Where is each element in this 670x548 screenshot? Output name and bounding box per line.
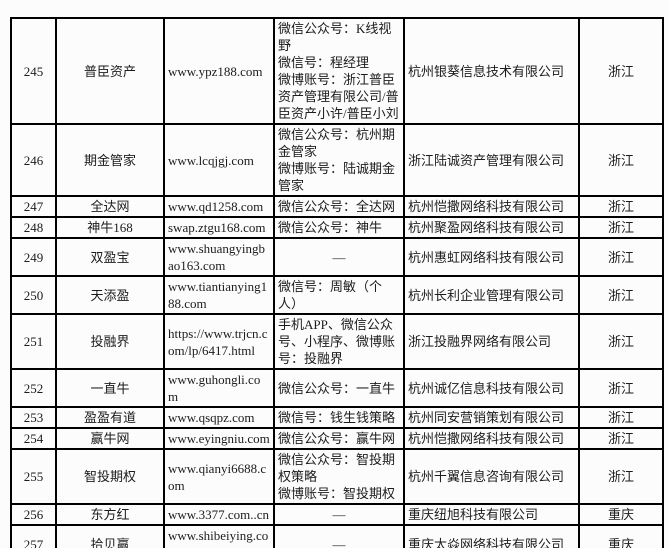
platform-name-cell: 东方红: [55, 503, 165, 526]
province-cell: 浙江: [578, 237, 664, 277]
company-cell: 杭州惠虹网络科技有限公司: [403, 237, 580, 277]
website-cell: www.tiantianying188.com: [163, 275, 275, 315]
province-cell: 重庆: [578, 524, 664, 548]
province-cell: 浙江: [578, 313, 664, 370]
row-number-cell: 249: [10, 237, 57, 277]
platform-name-cell: 盈盈有道: [55, 406, 165, 429]
platform-name-cell: 期金管家: [55, 123, 165, 197]
table-row: 254 赢牛网 www.eyingniu.com 微信公众号：赢牛网 杭州恺撒网…: [10, 427, 664, 450]
platform-name-cell: 天添盈: [55, 275, 165, 315]
table-row: 250 天添盈 www.tiantianying188.com 微信号：周敏（个…: [10, 275, 664, 315]
platform-name-cell: 拾贝赢: [55, 524, 165, 548]
table-row: 257 拾贝赢 www.shibeiying.com — 重庆太焱网络科技有限公…: [10, 524, 664, 548]
website-cell: swap.ztgu168.com: [163, 216, 275, 239]
province-cell: 浙江: [578, 406, 664, 429]
province-cell: 浙江: [578, 427, 664, 450]
company-cell: 杭州千翼信息咨询有限公司: [403, 448, 580, 505]
row-number-cell: 254: [10, 427, 57, 450]
table-row: 245 普臣资产 www.ypz188.com 微信公众号：K线视野 微信号：程…: [10, 17, 664, 125]
table-row: 246 期金管家 www.lcqjgj.com 微信公众号：杭州期金管家 微博账…: [10, 123, 664, 197]
table-row: 251 投融界 https://www.trjcn.com/lp/6417.ht…: [10, 313, 664, 370]
row-number-cell: 245: [10, 17, 57, 125]
wechat-account-cell: —: [273, 524, 405, 548]
company-cell: 重庆太焱网络科技有限公司: [403, 524, 580, 548]
province-cell: 重庆: [578, 503, 664, 526]
wechat-account-cell: 微信公众号：一直牛: [273, 368, 405, 408]
province-cell: 浙江: [578, 275, 664, 315]
platform-name-cell: 赢牛网: [55, 427, 165, 450]
website-cell: www.shuangyingbao163.com: [163, 237, 275, 277]
platform-list-table: 245 普臣资产 www.ypz188.com 微信公众号：K线视野 微信号：程…: [10, 17, 664, 548]
province-cell: 浙江: [578, 448, 664, 505]
company-cell: 浙江投融界网络有限公司: [403, 313, 580, 370]
row-number-cell: 247: [10, 195, 57, 218]
company-cell: 杭州恺撒网络科技有限公司: [403, 195, 580, 218]
website-cell: www.eyingniu.com: [163, 427, 275, 450]
website-cell: www.qianyi6688.com: [163, 448, 275, 505]
wechat-account-cell: 微信号：钱生钱策略: [273, 406, 405, 429]
platform-name-cell: 神牛168: [55, 216, 165, 239]
row-number-cell: 246: [10, 123, 57, 197]
company-cell: 杭州聚盈网络科技有限公司: [403, 216, 580, 239]
table-row: 255 智投期权 www.qianyi6688.com 微信公众号：智投期权策略…: [10, 448, 664, 505]
row-number-cell: 250: [10, 275, 57, 315]
website-cell: https://www.trjcn.com/lp/6417.html: [163, 313, 275, 370]
company-cell: 杭州同安营销策划有限公司: [403, 406, 580, 429]
website-cell: www.qsqpz.com: [163, 406, 275, 429]
table-row: 256 东方红 www.3377.com..cn — 重庆纽旭科技有限公司 重庆: [10, 503, 664, 526]
company-cell: 杭州银葵信息技术有限公司: [403, 17, 580, 125]
company-cell: 浙江陆诚资产管理有限公司: [403, 123, 580, 197]
table-row: 247 全达网 www.qd1258.com 微信公众号：全达网 杭州恺撒网络科…: [10, 195, 664, 218]
row-number-cell: 255: [10, 448, 57, 505]
table-row: 253 盈盈有道 www.qsqpz.com 微信号：钱生钱策略 杭州同安营销策…: [10, 406, 664, 429]
platform-name-cell: 普臣资产: [55, 17, 165, 125]
row-number-cell: 256: [10, 503, 57, 526]
row-number-cell: 253: [10, 406, 57, 429]
website-cell: www.ypz188.com: [163, 17, 275, 125]
table-row: 248 神牛168 swap.ztgu168.com 微信公众号：神牛 杭州聚盈…: [10, 216, 664, 239]
wechat-account-cell: 微信公众号：全达网: [273, 195, 405, 218]
company-cell: 重庆纽旭科技有限公司: [403, 503, 580, 526]
province-cell: 浙江: [578, 17, 664, 125]
website-cell: www.lcqjgj.com: [163, 123, 275, 197]
platform-name-cell: 智投期权: [55, 448, 165, 505]
table-row: 252 一直牛 www.guhongli.com 微信公众号：一直牛 杭州诚亿信…: [10, 368, 664, 408]
platform-name-cell: 双盈宝: [55, 237, 165, 277]
province-cell: 浙江: [578, 195, 664, 218]
company-cell: 杭州长利企业管理有限公司: [403, 275, 580, 315]
company-cell: 杭州诚亿信息科技有限公司: [403, 368, 580, 408]
row-number-cell: 252: [10, 368, 57, 408]
row-number-cell: 251: [10, 313, 57, 370]
platform-name-cell: 投融界: [55, 313, 165, 370]
wechat-account-cell: 微信公众号：赢牛网: [273, 427, 405, 450]
wechat-account-cell: —: [273, 237, 405, 277]
wechat-account-cell: 微信公众号：智投期权策略 微博账号：智投期权: [273, 448, 405, 505]
table-row: 249 双盈宝 www.shuangyingbao163.com — 杭州惠虹网…: [10, 237, 664, 277]
company-cell: 杭州恺撒网络科技有限公司: [403, 427, 580, 450]
province-cell: 浙江: [578, 123, 664, 197]
website-cell: www.guhongli.com: [163, 368, 275, 408]
wechat-account-cell: —: [273, 503, 405, 526]
row-number-cell: 257: [10, 524, 57, 548]
platform-name-cell: 一直牛: [55, 368, 165, 408]
website-cell: www.shibeiying.com: [163, 524, 275, 548]
wechat-account-cell: 微信公众号：K线视野 微信号：程经理 微博账号：浙江普臣资产管理有限公司/普臣资…: [273, 17, 405, 125]
province-cell: 浙江: [578, 216, 664, 239]
website-cell: www.3377.com..cn: [163, 503, 275, 526]
wechat-account-cell: 微信公众号：神牛: [273, 216, 405, 239]
website-cell: www.qd1258.com: [163, 195, 275, 218]
wechat-account-cell: 微信公众号：杭州期金管家 微博账号：陆诚期金管家: [273, 123, 405, 197]
wechat-account-cell: 微信号：周敏（个人）: [273, 275, 405, 315]
row-number-cell: 248: [10, 216, 57, 239]
wechat-account-cell: 手机APP、微信公众号、小程序、微博账号：投融界: [273, 313, 405, 370]
province-cell: 浙江: [578, 368, 664, 408]
platform-name-cell: 全达网: [55, 195, 165, 218]
